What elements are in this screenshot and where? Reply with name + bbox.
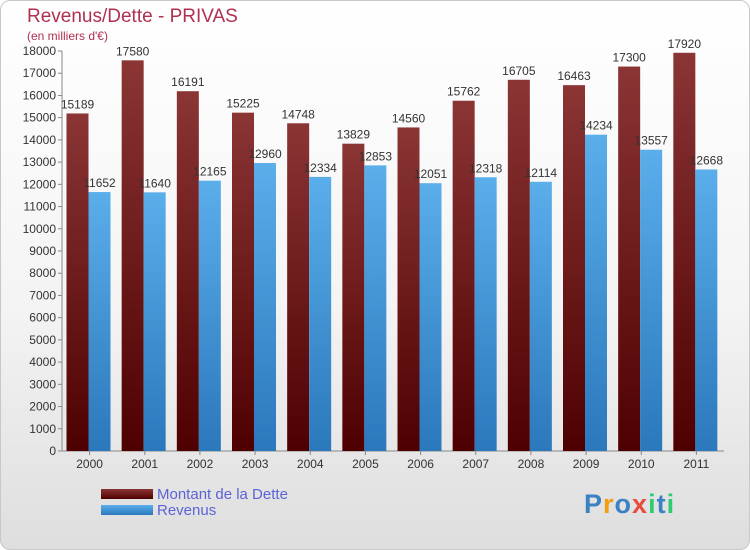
proxiti-logo: Proxiti (584, 489, 675, 520)
bar-revenus (695, 169, 718, 451)
data-label-dette: 16463 (557, 69, 591, 83)
y-tick-label: 10000 (23, 222, 57, 236)
data-label-revenus: 12668 (690, 153, 724, 167)
x-tick-label: 2007 (462, 457, 489, 471)
data-label-revenus: 11652 (83, 176, 116, 190)
data-label-revenus: 12853 (359, 149, 393, 163)
bar-revenus (419, 183, 442, 451)
x-tick-label: 2001 (131, 457, 158, 471)
x-tick-label: 2005 (352, 457, 379, 471)
y-tick-label: 4000 (29, 355, 56, 369)
y-tick-label: 3000 (29, 377, 56, 391)
data-label-dette: 16705 (502, 64, 536, 78)
y-tick-label: 8000 (29, 266, 56, 280)
bar-revenus (143, 192, 166, 452)
x-tick-label: 2006 (407, 457, 434, 471)
logo-letter: P (584, 489, 604, 519)
data-label-revenus: 12051 (414, 167, 448, 181)
bar-dette (121, 60, 144, 451)
x-tick-label: 2009 (573, 457, 600, 471)
y-tick-label: 9000 (29, 244, 56, 258)
data-label-revenus: 12114 (525, 166, 558, 180)
chart-title: Revenus/Dette - PRIVAS (27, 6, 238, 27)
bar-dette (287, 123, 310, 452)
data-label-dette: 15225 (226, 97, 260, 111)
y-tick-label: 5000 (29, 333, 56, 347)
bar-dette (66, 113, 89, 451)
x-tick-label: 2011 (684, 457, 710, 471)
y-tick-label: 1000 (29, 422, 56, 436)
y-tick-label: 17000 (23, 66, 57, 80)
bar-dette (452, 100, 475, 451)
bar-dette (618, 66, 641, 452)
bar-revenus (364, 165, 387, 451)
bar-dette (232, 112, 254, 452)
y-tick-label: 13000 (23, 155, 57, 169)
data-label-revenus: 13557 (634, 134, 668, 148)
data-label-revenus: 12165 (193, 165, 227, 179)
legend-swatch-revenus (101, 505, 153, 515)
y-tick-label: 0 (49, 444, 56, 458)
data-label-dette: 15189 (61, 97, 95, 111)
y-tick-label: 2000 (29, 400, 56, 414)
data-label-revenus: 12318 (469, 161, 503, 175)
data-label-dette: 14560 (392, 111, 426, 125)
y-tick-label: 18000 (23, 44, 57, 58)
bar-dette (176, 91, 199, 451)
legend-label-dette: Montant de la Dette (157, 486, 288, 503)
y-tick-label: 12000 (23, 177, 57, 191)
bar-dette (342, 143, 365, 451)
chart-subtitle: (en milliers d'€) (27, 29, 108, 43)
data-label-revenus: 14234 (579, 119, 613, 133)
data-label-revenus: 12960 (248, 147, 282, 161)
y-tick-label: 11000 (24, 200, 57, 214)
bar-revenus (309, 176, 332, 451)
logo-letter: i (648, 489, 657, 519)
y-tick-label: 7000 (29, 288, 56, 302)
x-tick-label: 2003 (242, 457, 269, 471)
bar-revenus (640, 149, 663, 451)
logo-letter: o (614, 489, 633, 519)
data-label-dette: 17300 (612, 51, 646, 65)
bar-revenus (254, 163, 276, 451)
y-tick-label: 16000 (23, 88, 57, 102)
bar-dette (673, 52, 696, 452)
logo-letter: x (632, 489, 649, 519)
y-tick-label: 6000 (29, 311, 56, 325)
logo-letter: t (656, 489, 667, 519)
x-tick-label: 2000 (76, 457, 103, 471)
x-tick-label: 2010 (628, 457, 655, 471)
legend-swatch-dette (101, 489, 153, 499)
data-label-dette: 14748 (281, 107, 315, 121)
bar-revenus (474, 177, 497, 451)
data-label-dette: 16191 (171, 75, 205, 89)
legend-label-revenus: Revenus (157, 502, 217, 519)
bar-dette (563, 85, 585, 452)
bar-revenus (585, 134, 607, 451)
bar-revenus (529, 181, 552, 452)
bar-dette (397, 127, 420, 451)
data-label-dette: 17920 (668, 37, 702, 51)
bar-revenus (198, 180, 221, 451)
x-tick-label: 2004 (297, 457, 324, 471)
y-tick-label: 14000 (23, 133, 57, 147)
bar-dette (507, 79, 530, 452)
data-label-dette: 17580 (116, 44, 150, 58)
logo-letter: r (603, 489, 615, 519)
x-tick-label: 2008 (518, 457, 545, 471)
data-label-revenus: 11640 (138, 176, 171, 190)
x-tick-label: 2002 (187, 457, 214, 471)
bar-revenus (88, 192, 111, 452)
data-label-dette: 13829 (337, 128, 371, 142)
data-label-dette: 15762 (447, 85, 481, 99)
data-label-revenus: 12334 (303, 161, 337, 175)
logo-letter: i (666, 489, 676, 519)
y-tick-label: 15000 (23, 111, 57, 125)
